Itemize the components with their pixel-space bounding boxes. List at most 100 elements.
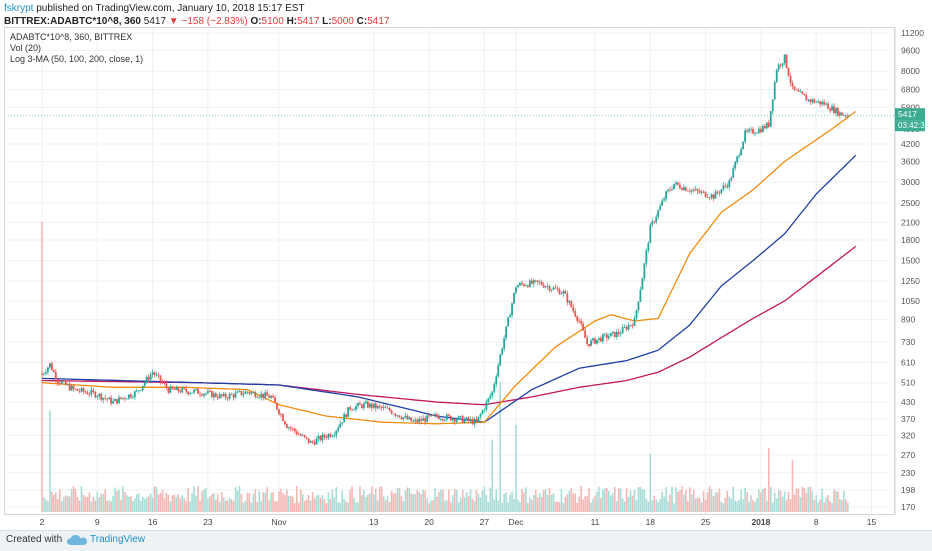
volume-bar xyxy=(282,492,284,512)
candle-body xyxy=(773,82,776,100)
volume-bar xyxy=(655,499,658,512)
volume-bar xyxy=(787,491,790,512)
y-tick-label: 2500 xyxy=(901,198,920,208)
x-axis-labels: 2 9 16 23 Nov 13 20 27 Dec 11 18 25 2018 8 15 xyxy=(40,517,877,527)
volume-bar xyxy=(775,498,778,512)
volume-bar xyxy=(426,498,428,512)
volume-bar xyxy=(209,496,211,512)
candle-body xyxy=(108,397,111,400)
volume-bar xyxy=(215,499,217,512)
candle-body xyxy=(361,404,363,408)
candle-body xyxy=(718,192,721,194)
volume-bar xyxy=(331,489,334,512)
volume-bar xyxy=(268,500,270,512)
candle-body xyxy=(623,326,626,328)
volume-bar xyxy=(845,499,847,512)
volume-bar xyxy=(132,501,134,512)
candle-body xyxy=(817,101,820,102)
y-tick-label: 3000 xyxy=(901,177,920,187)
volume-bar xyxy=(224,500,227,512)
y-axis-labels: 170 198 230 270 320 370 430 510 610 730 890 1050 125… xyxy=(901,28,924,512)
candle-body xyxy=(517,285,519,288)
candle-body xyxy=(145,376,148,383)
volume-bar xyxy=(88,492,91,512)
candle-body xyxy=(252,392,255,393)
volume-bar xyxy=(70,489,73,512)
created-with-text: Created with xyxy=(6,534,63,545)
volume-bar xyxy=(116,491,118,512)
volume-bar xyxy=(248,493,251,512)
volume-bar xyxy=(665,486,667,512)
candle-body xyxy=(311,441,314,443)
volume-bar xyxy=(47,501,49,512)
volume-bar xyxy=(791,459,794,512)
volume-bar xyxy=(797,488,800,512)
author-link[interactable]: fskrypt xyxy=(4,3,34,14)
candle-body xyxy=(76,388,79,391)
volume-bar xyxy=(617,488,620,512)
volume-bar xyxy=(714,492,717,512)
volume-bar xyxy=(837,491,839,512)
volume-bar xyxy=(436,496,438,512)
volume-bar xyxy=(582,499,584,512)
candle-body xyxy=(60,381,63,384)
volume-bar xyxy=(430,500,432,512)
candle-body xyxy=(637,301,640,311)
volume-bar xyxy=(374,488,377,512)
candle-body xyxy=(507,317,509,327)
candle-body xyxy=(457,416,460,420)
volume-bar xyxy=(270,492,272,512)
volume-bar xyxy=(94,500,97,512)
candle-body xyxy=(426,415,429,422)
candle-body xyxy=(284,421,286,425)
x-tick-label: 9 xyxy=(95,517,100,527)
candle-body xyxy=(139,389,142,391)
x-tick-label: 11 xyxy=(591,517,600,527)
volume-bar xyxy=(503,493,505,512)
candle-body xyxy=(582,323,585,331)
price-change: −158 (−2.83%) xyxy=(181,16,248,27)
candle-body xyxy=(414,419,417,422)
volume-bar xyxy=(392,493,395,512)
volume-bar xyxy=(195,495,197,512)
volume-bar xyxy=(234,487,237,512)
candle-body xyxy=(165,383,168,388)
volume-bar xyxy=(404,490,407,512)
candle-body xyxy=(386,407,389,409)
volume-bar xyxy=(361,494,363,512)
candle-body xyxy=(815,101,818,103)
volume-bar xyxy=(653,495,656,512)
volume-bar xyxy=(702,491,705,512)
volume-bar xyxy=(785,500,788,512)
y-tick-label: 430 xyxy=(901,397,915,407)
y-tick-label: 320 xyxy=(901,431,915,441)
candle-body xyxy=(418,418,421,423)
candle-body xyxy=(515,287,517,293)
volume-bar xyxy=(592,498,594,512)
volume-bar xyxy=(410,493,413,512)
candle-body xyxy=(122,397,124,399)
candle-body xyxy=(376,405,379,409)
y-tick-label: 2100 xyxy=(901,218,920,228)
volume-bar xyxy=(744,487,746,512)
candle-body xyxy=(242,393,245,395)
volume-bar xyxy=(222,497,225,512)
candle-body xyxy=(568,301,571,303)
volume-bar xyxy=(124,492,126,512)
candle-body xyxy=(688,190,691,192)
volume-bar xyxy=(493,499,496,512)
volume-bar xyxy=(373,494,375,512)
volume-bar xyxy=(347,502,349,512)
price-chart[interactable]: 170 198 230 270 320 370 430 510 610 730 890 1050 125… xyxy=(0,0,932,530)
candle-body xyxy=(432,414,434,416)
candle-body xyxy=(495,376,498,385)
candle-body xyxy=(412,421,415,423)
candle-body xyxy=(141,385,144,390)
volume-bar xyxy=(264,492,266,512)
candle-body xyxy=(313,441,316,445)
tradingview-link[interactable]: TradingView xyxy=(90,534,146,545)
candle-body xyxy=(301,435,304,436)
candle-body xyxy=(203,393,205,396)
volume-bar xyxy=(515,425,517,512)
x-tick-label: 16 xyxy=(148,517,158,527)
